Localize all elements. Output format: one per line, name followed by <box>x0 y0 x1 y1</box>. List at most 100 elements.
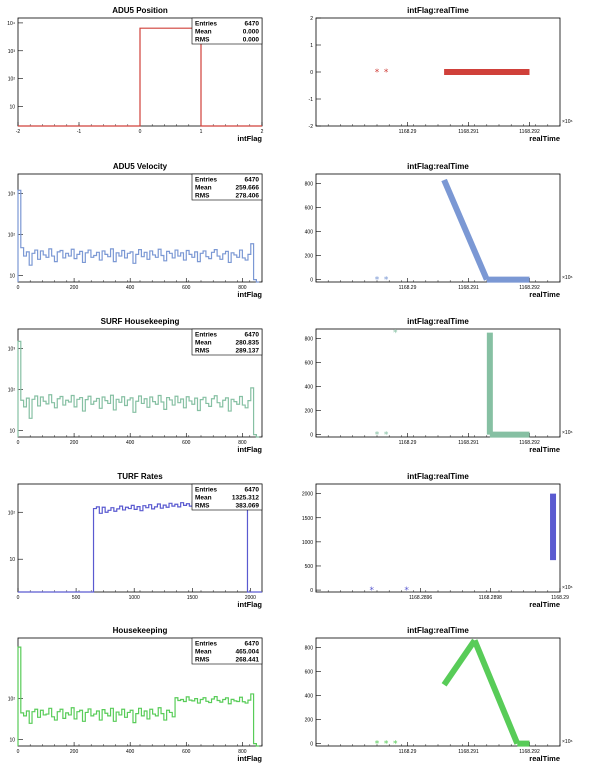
stats-label: Entries <box>195 21 217 28</box>
stats-value: 0.000 <box>243 29 260 36</box>
stats-value: 259.666 <box>236 185 260 192</box>
scatter-point: * <box>375 68 380 78</box>
x-tick-label: 0 <box>17 749 20 755</box>
stats-box <box>191 173 263 201</box>
stats-label: Mean <box>195 29 212 36</box>
histogram-bars <box>18 500 262 593</box>
y-tick-label: 10⁴ <box>7 21 15 27</box>
y-tick-label: 2000 <box>302 492 313 498</box>
chart-title: intFlag:realTime <box>407 317 469 326</box>
scatter-point: * <box>384 68 389 78</box>
scatter-point: * <box>375 431 380 441</box>
x-axis-label: intFlag <box>237 600 262 609</box>
stats-box <box>191 637 263 665</box>
chart-panel-3: intFlag:realTime realTime 1168.29 1168.291 1… <box>305 162 573 299</box>
chart-title: TURF Rates <box>117 472 163 481</box>
x-tick-label: 1168.2898 <box>479 595 502 601</box>
chart-title: ADU5 Velocity <box>113 162 168 171</box>
x-axis-label: realTime <box>529 754 560 763</box>
y-tick-label: 800 <box>305 182 314 188</box>
stats-value: 383.069 <box>236 503 260 510</box>
x-tick-label: 0 <box>17 285 20 291</box>
scatter-band <box>471 639 521 745</box>
x-tick-label: 2000 <box>245 595 256 601</box>
x-tick-label: 400 <box>126 285 135 291</box>
chart-title: SURF Housekeeping <box>101 317 180 326</box>
y-tick-label: -2 <box>309 124 314 130</box>
x-tick-label: 800 <box>238 440 247 446</box>
chart-title: intFlag:realTime <box>407 626 469 635</box>
x-axis-label: realTime <box>529 290 560 299</box>
y-tick-label: 400 <box>305 385 314 391</box>
stats-value: 268.441 <box>236 657 260 664</box>
y-tick-label: 10³ <box>8 49 16 55</box>
y-tick-label: 0 <box>310 70 313 76</box>
x-tick-label: 1168.29 <box>551 595 569 601</box>
stats-label: Entries <box>195 487 217 494</box>
x-tick-label: 0 <box>17 440 20 446</box>
chart-title: intFlag:realTime <box>407 6 469 15</box>
x-tick-label: 1168.29 <box>399 749 417 755</box>
x-axis-label: realTime <box>529 600 560 609</box>
x-tick-label: 1000 <box>129 595 140 601</box>
stats-value: 1325.312 <box>232 495 259 502</box>
x-axis-label: intFlag <box>237 754 262 763</box>
stats-value: 289.137 <box>236 348 260 355</box>
x-tick-label: 0 <box>17 595 20 601</box>
x-tick-label: 200 <box>70 440 79 446</box>
stats-label: RMS <box>195 348 210 355</box>
x-tick-label: 200 <box>70 749 79 755</box>
chart-title: intFlag:realTime <box>407 162 469 171</box>
stats-label: RMS <box>195 193 210 200</box>
y-tick-label: 10² <box>8 388 16 394</box>
x-axis-exponent: ×10⁶ <box>562 739 573 745</box>
x-tick-label: 800 <box>238 285 247 291</box>
y-tick-label: 600 <box>305 206 314 212</box>
y-tick-label: 600 <box>305 361 314 367</box>
x-tick-label: 1168.29 <box>399 285 417 291</box>
x-tick-label: 200 <box>70 285 79 291</box>
chart-panel-2: ADU5 Velocity intFlag 0 200 400 600 800 10 10² 10… <box>8 162 263 299</box>
y-tick-label: 10 <box>9 274 15 280</box>
y-tick-label: 1000 <box>302 540 313 546</box>
chart-panel-5: intFlag:realTime realTime 1168.29 1168.291 1… <box>305 317 573 454</box>
x-tick-label: 400 <box>126 749 135 755</box>
x-tick-label: 800 <box>238 749 247 755</box>
y-tick-label: 2 <box>310 16 313 22</box>
histogram-bars <box>17 189 260 283</box>
plot-frame <box>315 637 561 747</box>
stats-label: Mean <box>195 495 212 502</box>
stats-value: 6470 <box>245 641 260 648</box>
x-tick-label: -1 <box>77 129 82 135</box>
plot-frame <box>315 328 561 438</box>
scatter-point: * <box>370 586 375 596</box>
y-tick-label: -1 <box>309 97 314 103</box>
chart-title: intFlag:realTime <box>407 472 469 481</box>
y-tick-label: 10² <box>8 233 16 239</box>
y-tick-label: 0 <box>310 588 313 594</box>
y-tick-label: 10³ <box>8 347 16 353</box>
x-tick-label: 1168.291 <box>458 285 479 291</box>
x-tick-label: 1168.2896 <box>409 595 432 601</box>
scatter-point: * <box>384 431 389 441</box>
stats-label: Entries <box>195 177 217 184</box>
y-tick-label: 0 <box>310 433 313 439</box>
stats-value: 6470 <box>245 487 260 494</box>
scatter-point: * <box>393 740 398 750</box>
x-axis-exponent: ×10⁶ <box>562 275 573 281</box>
histogram-bars <box>17 340 260 438</box>
x-axis-exponent: ×10⁶ <box>562 585 573 591</box>
y-tick-label: 10² <box>8 510 16 516</box>
y-tick-label: 0 <box>310 742 313 748</box>
chart-panel-8: Housekeeping intFlag 0 200 400 600 800 10 10² Ent… <box>8 626 263 763</box>
x-tick-label: -2 <box>16 129 21 135</box>
scatter-point: * <box>404 586 409 596</box>
scatter-point: * <box>393 329 398 339</box>
stats-value: 280.835 <box>236 340 260 347</box>
stats-value: 278.406 <box>236 193 260 200</box>
x-tick-label: 1168.292 <box>519 129 540 135</box>
scatter-band <box>441 638 478 687</box>
chart-panel-9: intFlag:realTime realTime 1168.29 1168.291 1… <box>305 626 573 763</box>
x-tick-label: 600 <box>182 440 191 446</box>
